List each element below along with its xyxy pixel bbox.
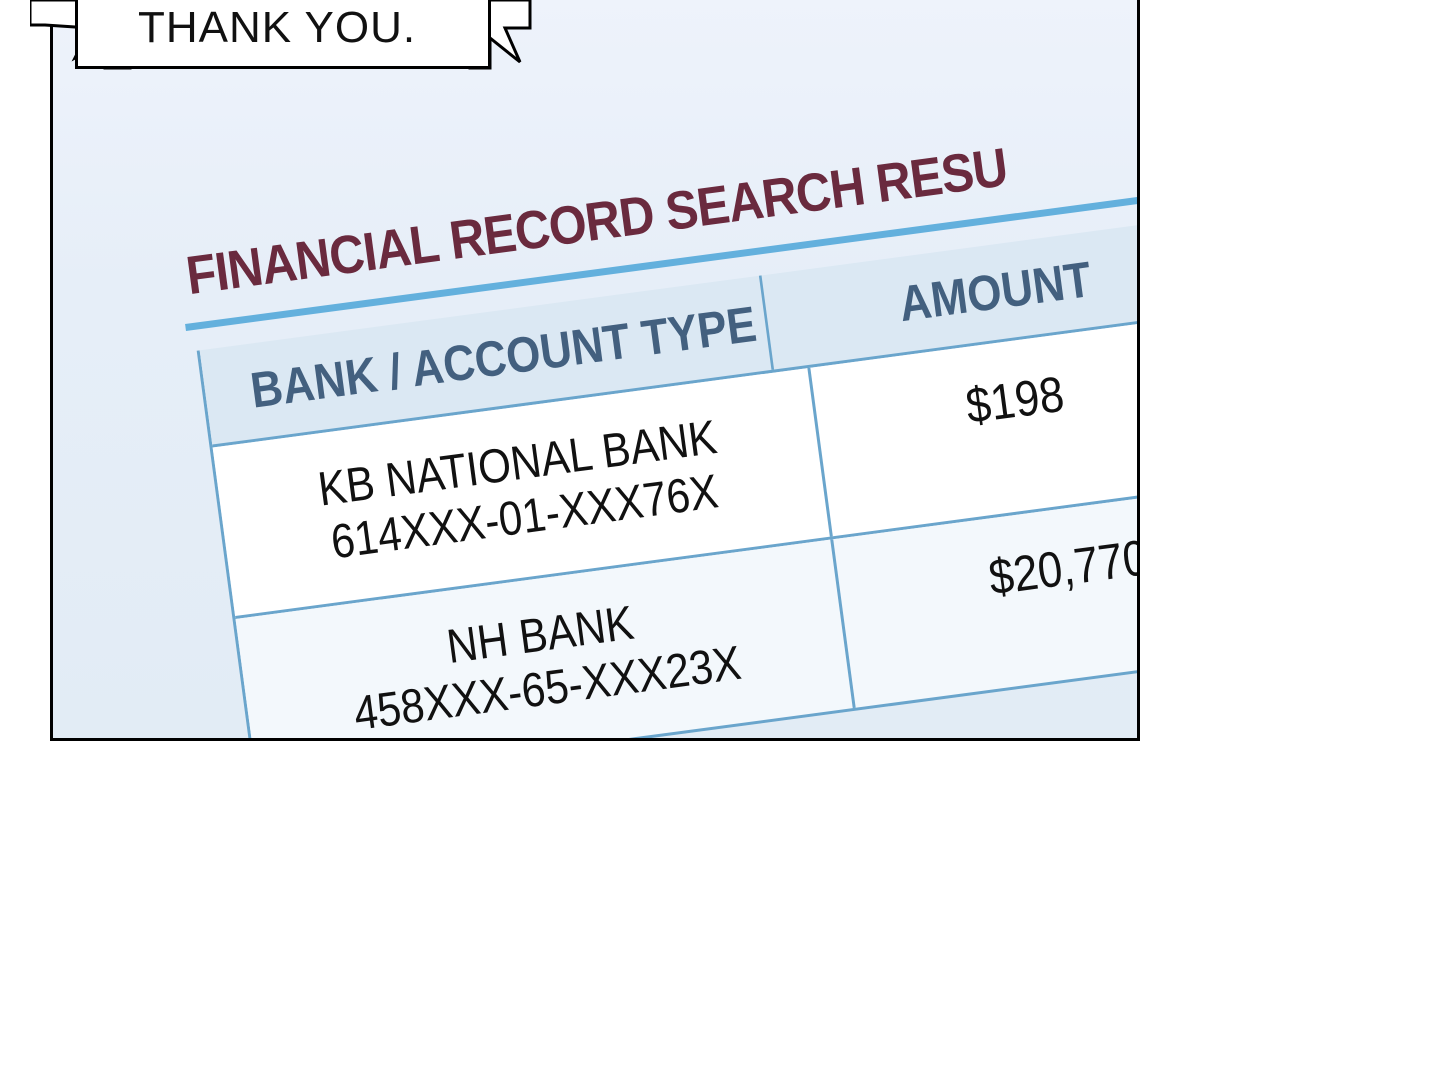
speech-bubble: THANK YOU. — [75, 0, 491, 69]
comic-panel: FINANCIAL RECORD SEARCH RESU BANK / ACCO… — [50, 0, 1140, 741]
speech-bubble-text: THANK YOU. — [138, 3, 417, 52]
financial-record-document: FINANCIAL RECORD SEARCH RESU BANK / ACCO… — [183, 137, 1137, 738]
